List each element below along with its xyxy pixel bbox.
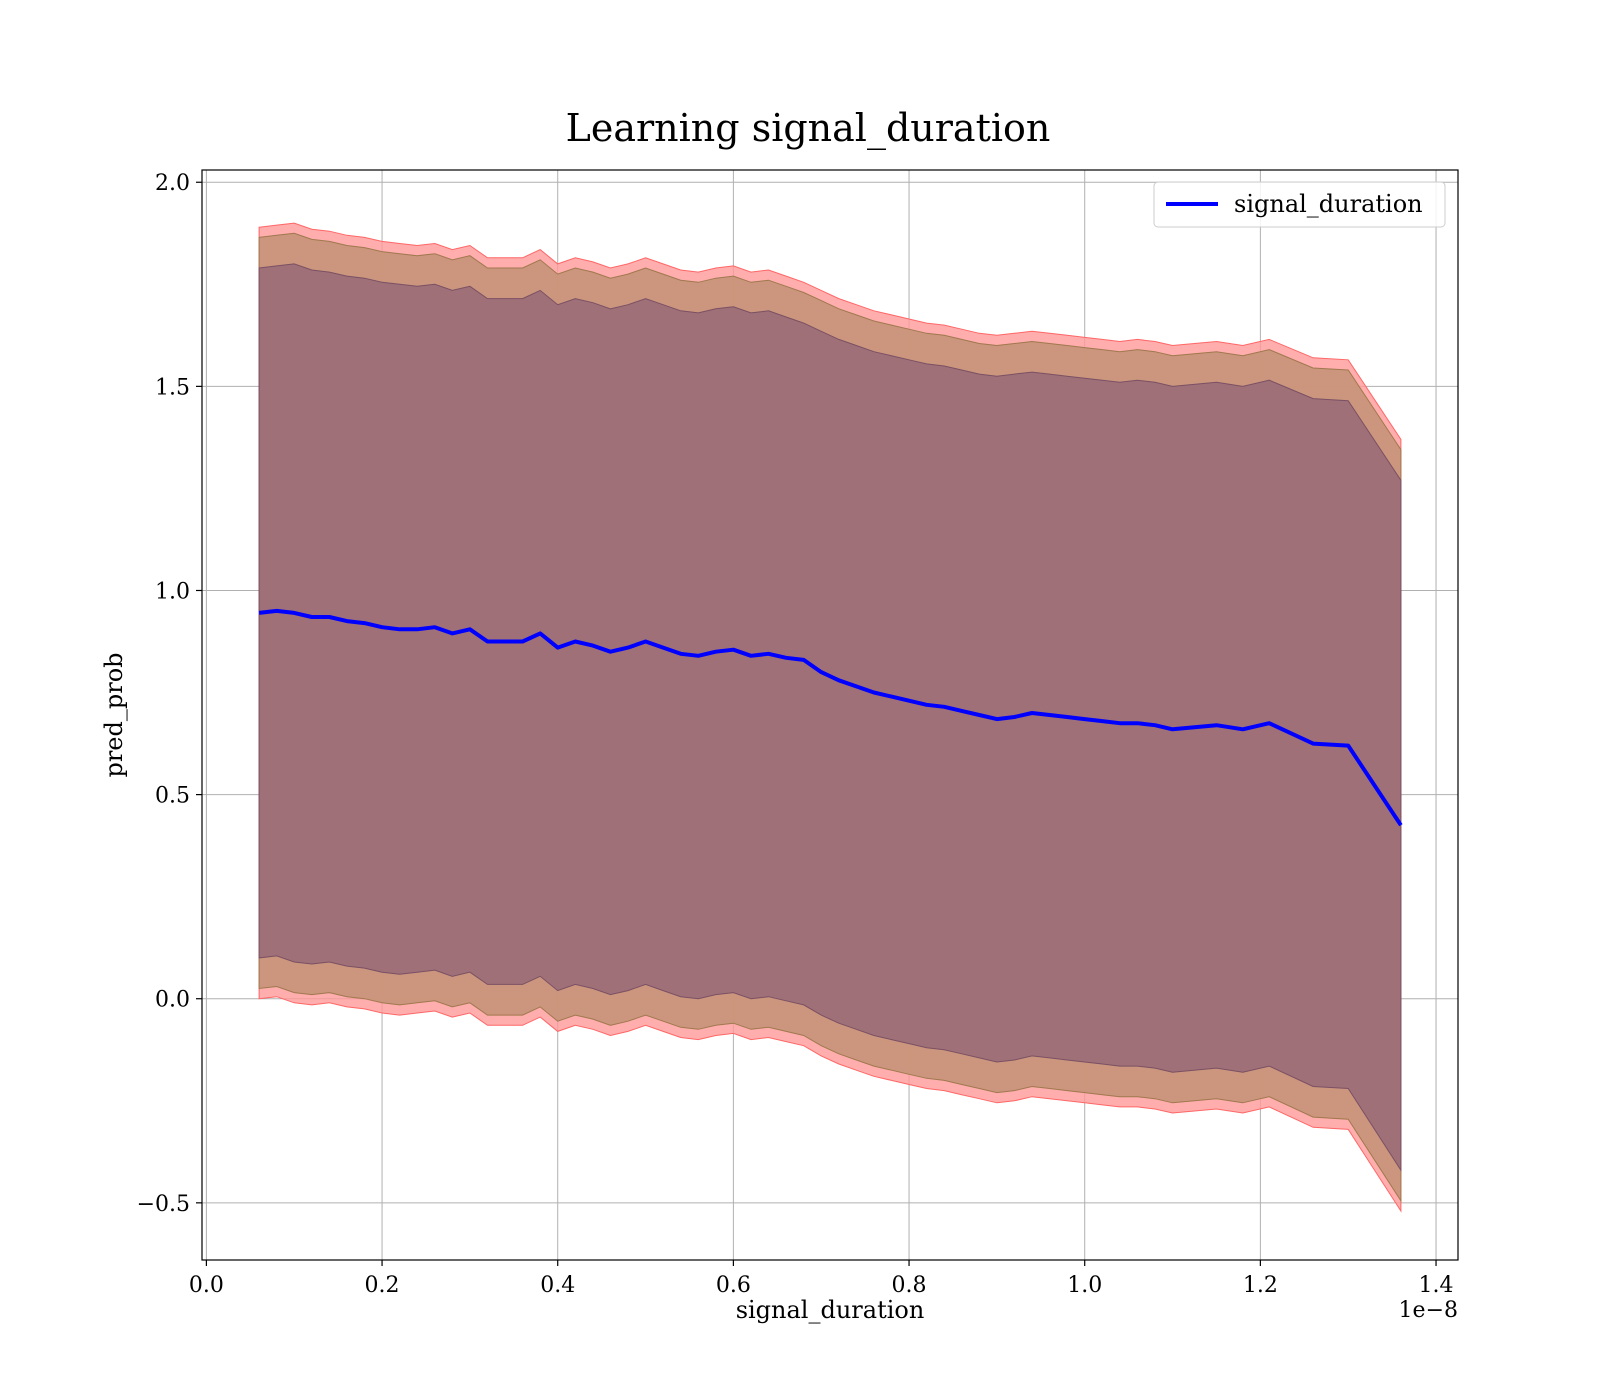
legend-box bbox=[1153, 181, 1446, 228]
x-tick-label-4: 0.8 bbox=[892, 1273, 927, 1298]
y-tick-label-2: 0.5 bbox=[155, 784, 190, 809]
y-tick-label-5: 2.0 bbox=[155, 171, 190, 196]
y-axis-ticks: −0.5 0.0 0.5 1.0 1.5 2.0 bbox=[137, 171, 202, 1217]
x-tick-label-3: 0.6 bbox=[716, 1273, 751, 1298]
x-tick-label-1: 0.2 bbox=[365, 1273, 400, 1298]
x-tick-label-2: 0.4 bbox=[540, 1273, 575, 1298]
x-tick-label-7: 1.4 bbox=[1419, 1273, 1454, 1298]
plot-frame bbox=[201, 169, 1459, 1261]
y-tick-label-1: 0.0 bbox=[155, 988, 190, 1013]
legend-label-signal-duration: signal_duration bbox=[1234, 190, 1423, 218]
y-tick-label-0: −0.5 bbox=[137, 1192, 190, 1217]
x-tick-label-0: 0.0 bbox=[189, 1273, 224, 1298]
legend: signal_duration bbox=[1153, 181, 1446, 228]
confidence-bands bbox=[258, 222, 1402, 1213]
y-tick-label-4: 1.5 bbox=[155, 375, 190, 400]
y-axis-label: pred_prob bbox=[100, 652, 128, 777]
chart-title: Learning signal_duration bbox=[566, 106, 1051, 151]
series-line-0 bbox=[258, 608, 1403, 827]
x-axis-offset-label: 1e−8 bbox=[1399, 1298, 1458, 1323]
x-axis-ticks: 0.0 0.2 0.4 0.6 0.8 1.0 1.2 1.4 bbox=[189, 1260, 1454, 1298]
x-tick-label-6: 1.2 bbox=[1243, 1273, 1278, 1298]
series-lines bbox=[258, 608, 1403, 827]
x-axis-label: signal_duration bbox=[736, 1296, 925, 1324]
x-tick-label-5: 1.0 bbox=[1067, 1273, 1102, 1298]
confidence-band-inner bbox=[258, 263, 1402, 1172]
y-tick-label-3: 1.0 bbox=[155, 579, 190, 604]
